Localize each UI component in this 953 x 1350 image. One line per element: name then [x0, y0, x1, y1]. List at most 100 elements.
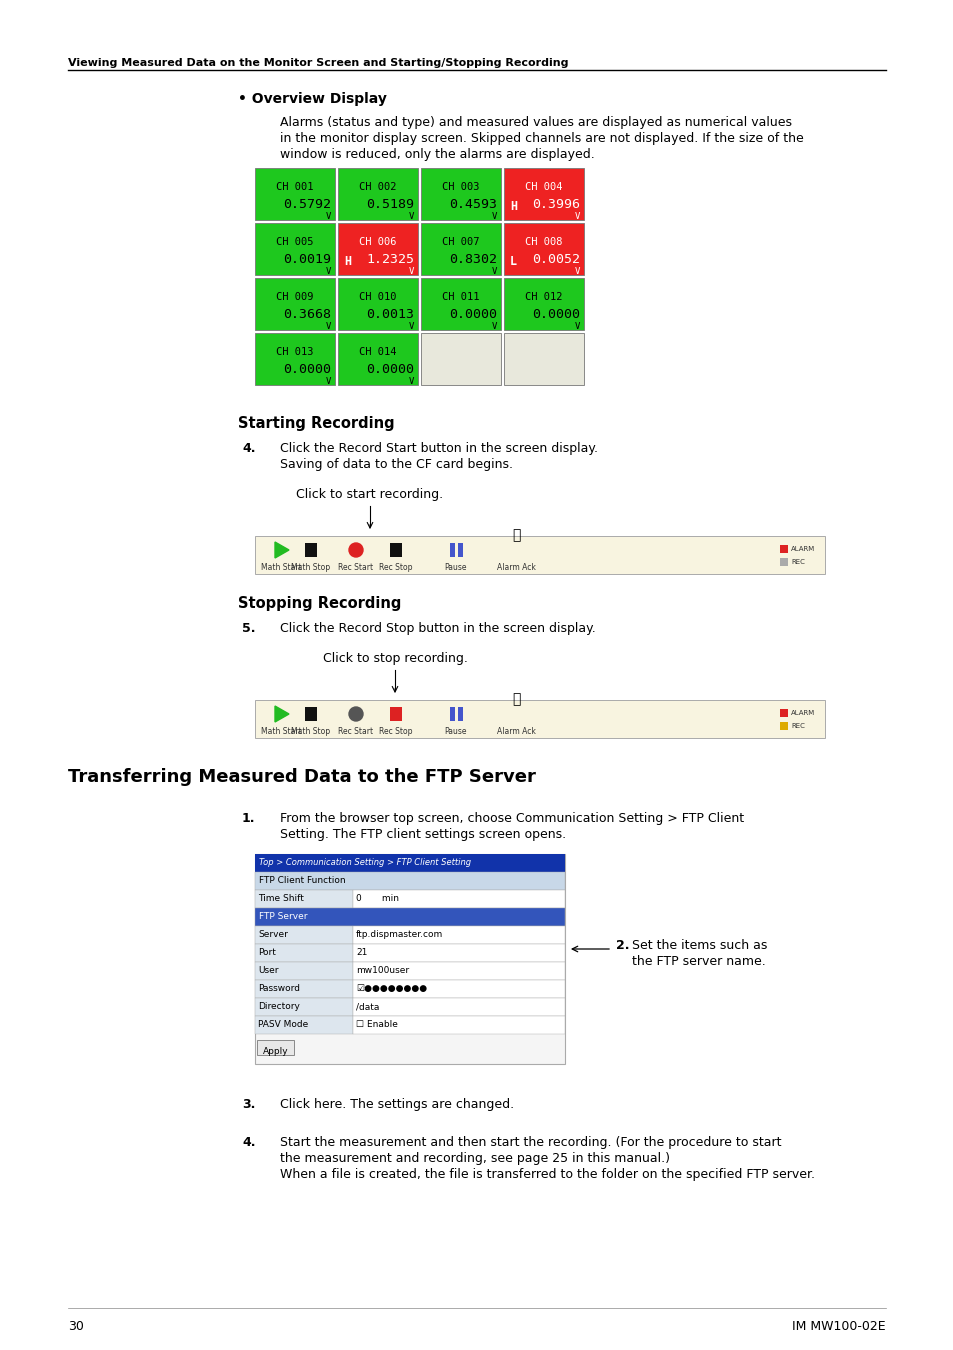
- Text: User: User: [257, 967, 278, 975]
- Text: V: V: [408, 267, 414, 275]
- Text: Time Shift: Time Shift: [257, 894, 304, 903]
- Text: 1.2325: 1.2325: [366, 252, 414, 266]
- Text: REC: REC: [790, 724, 804, 729]
- Text: 0.8302: 0.8302: [449, 252, 497, 266]
- Bar: [254, 890, 353, 909]
- Text: H: H: [344, 255, 351, 269]
- Text: Rec Start: Rec Start: [338, 563, 374, 572]
- Text: V: V: [408, 323, 414, 331]
- Bar: [254, 167, 335, 220]
- Bar: [503, 167, 583, 220]
- Text: Click here. The settings are changed.: Click here. The settings are changed.: [280, 1098, 514, 1111]
- Bar: [353, 980, 564, 998]
- Text: ftp.dispmaster.com: ftp.dispmaster.com: [355, 930, 443, 940]
- Text: Viewing Measured Data on the Monitor Screen and Starting/Stopping Recording: Viewing Measured Data on the Monitor Scr…: [68, 58, 568, 68]
- Text: PASV Mode: PASV Mode: [257, 1021, 308, 1029]
- Text: /data: /data: [355, 1002, 379, 1011]
- Text: 3.: 3.: [242, 1098, 255, 1111]
- Bar: [353, 998, 564, 1017]
- Bar: [503, 223, 583, 275]
- Text: CH 004: CH 004: [525, 182, 562, 192]
- Text: 0.0052: 0.0052: [532, 252, 579, 266]
- Text: CH 012: CH 012: [525, 292, 562, 302]
- Text: Math Start: Math Start: [260, 563, 301, 572]
- Text: CH 001: CH 001: [276, 182, 314, 192]
- Text: FTP Server: FTP Server: [258, 913, 307, 921]
- Text: 0.3668: 0.3668: [283, 308, 331, 321]
- Text: V: V: [574, 212, 579, 221]
- Text: Rec Stop: Rec Stop: [379, 563, 413, 572]
- Text: Directory: Directory: [257, 1002, 299, 1011]
- Text: CH 007: CH 007: [442, 238, 479, 247]
- Circle shape: [349, 707, 363, 721]
- Bar: [353, 944, 564, 963]
- Text: 0.0000: 0.0000: [532, 308, 579, 321]
- Text: V: V: [408, 212, 414, 221]
- Bar: [254, 998, 353, 1017]
- Text: CH 010: CH 010: [359, 292, 396, 302]
- Bar: [503, 278, 583, 329]
- Text: Set the items such as: Set the items such as: [631, 940, 766, 952]
- Bar: [254, 223, 335, 275]
- Text: Rec Start: Rec Start: [338, 728, 374, 736]
- Bar: [254, 944, 353, 963]
- Bar: [254, 855, 564, 872]
- Text: 21: 21: [355, 948, 367, 957]
- Bar: [353, 926, 564, 944]
- Text: Math Stop: Math Stop: [291, 728, 331, 736]
- Text: IM MW100-02E: IM MW100-02E: [792, 1320, 885, 1332]
- Bar: [337, 167, 417, 220]
- Circle shape: [349, 543, 363, 558]
- Bar: [305, 707, 316, 721]
- Text: Starting Recording: Starting Recording: [237, 416, 395, 431]
- Text: From the browser top screen, choose Communication Setting > FTP Client: From the browser top screen, choose Comm…: [280, 811, 743, 825]
- Text: 0       min: 0 min: [355, 894, 398, 903]
- Bar: [353, 890, 564, 909]
- Text: H: H: [510, 200, 517, 213]
- Text: V: V: [408, 377, 414, 386]
- Text: 0.0000: 0.0000: [283, 363, 331, 377]
- Bar: [254, 278, 335, 329]
- Bar: [420, 333, 500, 385]
- Text: 2.: 2.: [616, 940, 629, 952]
- Bar: [337, 333, 417, 385]
- Text: Start the measurement and then start the recording. (For the procedure to start: Start the measurement and then start the…: [280, 1135, 781, 1149]
- Text: 4.: 4.: [242, 441, 255, 455]
- Bar: [254, 909, 564, 926]
- Text: in the monitor display screen. Skipped channels are not displayed. If the size o: in the monitor display screen. Skipped c…: [280, 132, 803, 144]
- Polygon shape: [274, 541, 289, 558]
- Text: Server: Server: [257, 930, 288, 940]
- Text: REC: REC: [790, 559, 804, 566]
- Text: Rec Stop: Rec Stop: [379, 728, 413, 736]
- Text: window is reduced, only the alarms are displayed.: window is reduced, only the alarms are d…: [280, 148, 594, 161]
- Text: Port: Port: [257, 948, 275, 957]
- Text: 0.4593: 0.4593: [449, 198, 497, 211]
- Text: CH 005: CH 005: [276, 238, 314, 247]
- Text: 0.0000: 0.0000: [366, 363, 414, 377]
- Text: V: V: [491, 323, 497, 331]
- Text: 0.0019: 0.0019: [283, 252, 331, 266]
- Text: ☐ Enable: ☐ Enable: [355, 1021, 397, 1029]
- Text: CH 009: CH 009: [276, 292, 314, 302]
- Text: V: V: [491, 212, 497, 221]
- Text: CH 013: CH 013: [276, 347, 314, 356]
- Bar: [503, 333, 583, 385]
- Bar: [420, 167, 500, 220]
- Bar: [420, 223, 500, 275]
- Text: 30: 30: [68, 1320, 84, 1332]
- Bar: [390, 707, 401, 721]
- Text: 5.: 5.: [242, 622, 255, 634]
- Text: Alarms (status and type) and measured values are displayed as numerical values: Alarms (status and type) and measured va…: [280, 116, 791, 130]
- Text: 0.0000: 0.0000: [449, 308, 497, 321]
- Bar: [254, 855, 564, 1064]
- Bar: [450, 543, 455, 558]
- Bar: [254, 926, 353, 944]
- Text: the measurement and recording, see page 25 in this manual.): the measurement and recording, see page …: [280, 1152, 669, 1165]
- Text: When a file is created, the file is transferred to the folder on the specified F: When a file is created, the file is tran…: [280, 1168, 814, 1181]
- Text: Alarm Ack: Alarm Ack: [497, 728, 535, 736]
- Polygon shape: [274, 706, 289, 722]
- Text: ☑●●●●●●●●: ☑●●●●●●●●: [355, 984, 427, 994]
- Bar: [780, 722, 787, 730]
- Text: 4.: 4.: [242, 1135, 255, 1149]
- Text: Click to start recording.: Click to start recording.: [296, 487, 443, 501]
